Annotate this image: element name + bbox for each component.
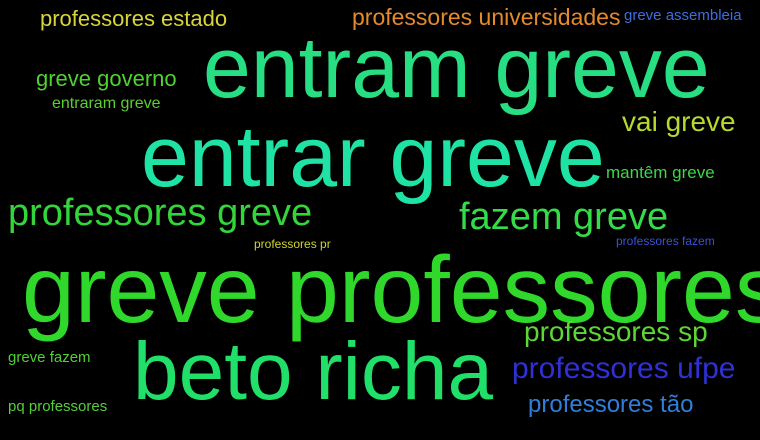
word-professores-fazem: professores fazem (616, 234, 715, 248)
word-entraram-greve: entraram greve (52, 95, 161, 112)
word-entrar-greve: entrar greve (141, 109, 605, 205)
word-professores-greve: professores greve (8, 192, 313, 234)
word-professores-universidades: professores universidades (352, 4, 621, 30)
word-entram-greve: entram greve (203, 20, 710, 116)
word-beto-richa: beto richa (133, 326, 494, 417)
word-professores-tao: professores tão (528, 391, 694, 418)
word-professores-estado: professores estado (40, 6, 228, 31)
word-greve-fazem: greve fazem (8, 349, 91, 366)
word-fazem-greve: fazem greve (459, 196, 669, 238)
word-mantem-greve: mantêm greve (606, 163, 715, 182)
word-professores-pr: professores pr (254, 237, 331, 251)
word-professores-ufpe: professores ufpe (512, 352, 736, 385)
word-pq-professores: pq professores (8, 398, 108, 415)
word-greve-professores: greve professores (22, 237, 760, 343)
word-vai-greve: vai greve (622, 106, 736, 137)
word-professores-sp: professores sp (524, 316, 708, 347)
word-greve-governo: greve governo (36, 66, 177, 91)
word-greve-assembleia: greve assembleia (624, 7, 742, 24)
